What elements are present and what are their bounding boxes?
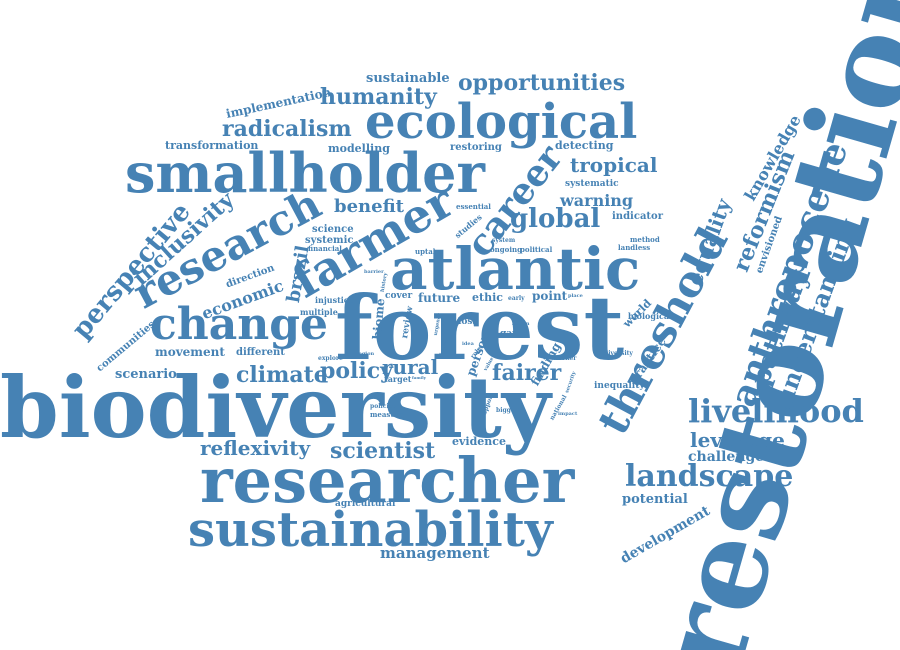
word-system: system: [492, 237, 516, 244]
word-measure: measure: [370, 410, 404, 419]
word-global: global: [510, 204, 601, 234]
word-early: early: [508, 295, 525, 302]
word-explore: explore: [318, 355, 343, 362]
word-region: region: [356, 351, 375, 357]
word-cover: cover: [385, 291, 413, 301]
word-ethic: ethic: [472, 291, 503, 304]
word-radicalism: radicalism: [222, 116, 352, 142]
word-political: political: [520, 245, 553, 254]
word-reflexivity: reflexivity: [200, 436, 311, 460]
word-multiple: multiple: [300, 307, 338, 317]
word-scientist: scientist: [330, 438, 436, 464]
word-forest: forest: [335, 276, 625, 380]
word-barrier: barrier: [364, 269, 384, 275]
word-science: science: [312, 224, 354, 235]
word-restoring: restoring: [450, 142, 502, 153]
word-family: family: [412, 375, 426, 380]
word-movement: movement: [155, 345, 225, 359]
word-biome: biome: [369, 297, 388, 341]
word-agricultural: agricultural: [335, 499, 396, 509]
word-systematic: systematic: [565, 179, 619, 189]
word-policy: policy: [320, 358, 393, 384]
word-point: point: [532, 289, 568, 303]
word-management: management: [380, 544, 490, 562]
word-financial: financial: [308, 244, 342, 253]
word-worker: worker: [553, 355, 577, 362]
word-rural: rural: [382, 355, 439, 379]
word-leverage: leverage: [690, 428, 785, 452]
word-future: future: [418, 291, 461, 305]
word-indicator: indicator: [612, 211, 663, 222]
word-benefit: benefit: [334, 196, 404, 217]
word-transformation: transformation: [165, 139, 259, 152]
word-impact: impact: [558, 411, 578, 417]
word-uptake: uptake: [415, 247, 443, 256]
word-change: change: [150, 299, 329, 350]
word-ecological: ecological: [365, 94, 638, 150]
word-climate: climate: [236, 362, 328, 388]
word-gap: gap: [500, 329, 519, 339]
word-different: different: [236, 347, 285, 358]
word-place: place: [568, 293, 583, 299]
word-researcher: researcher: [200, 444, 575, 517]
word-scenario: scenario: [115, 367, 177, 382]
word-biodiversity: biodiversity: [0, 358, 551, 457]
word-ongoing: ongoing: [490, 245, 522, 254]
word-warning: warning: [560, 191, 634, 210]
word-action: action: [512, 321, 530, 327]
word-modelling: modelling: [328, 142, 390, 155]
word-landscape: landscape: [625, 459, 794, 494]
word-target: target: [384, 374, 412, 384]
word-diversity: diversity: [604, 350, 633, 357]
word-livelihood: livelihood: [688, 392, 864, 430]
word-injustice: injustice: [315, 295, 354, 305]
word-essential: essential: [456, 202, 491, 211]
word-smallholder: smallholder: [125, 141, 485, 205]
word-opportunities: opportunities: [458, 70, 626, 96]
word-detecting: detecting: [555, 139, 614, 152]
word-humanity: humanity: [320, 84, 437, 110]
word-challenge: challenge: [688, 449, 765, 465]
word-landless: landless: [618, 243, 651, 252]
word-sustainable: sustainable: [366, 71, 450, 86]
word-sustainability: sustainability: [188, 502, 553, 558]
word-systemic: systemic: [305, 235, 354, 246]
word-biological: biological: [628, 311, 673, 321]
word-idea: idea: [462, 341, 474, 347]
word-tropical: tropical: [570, 153, 658, 177]
word-biggest: biggest: [496, 407, 521, 414]
word-implementation: implementation: [224, 85, 333, 121]
word-potential: potential: [622, 492, 688, 507]
word-atlantic: atlantic: [390, 235, 641, 303]
word-loss: loss: [458, 317, 478, 327]
word-inequality: inequality: [594, 381, 645, 391]
word-policies: policies: [370, 403, 396, 410]
word-national: national: [548, 393, 569, 422]
word-evidence: evidence: [452, 435, 506, 448]
word-method: method: [630, 235, 660, 244]
word-fairer: fairer: [492, 360, 562, 386]
